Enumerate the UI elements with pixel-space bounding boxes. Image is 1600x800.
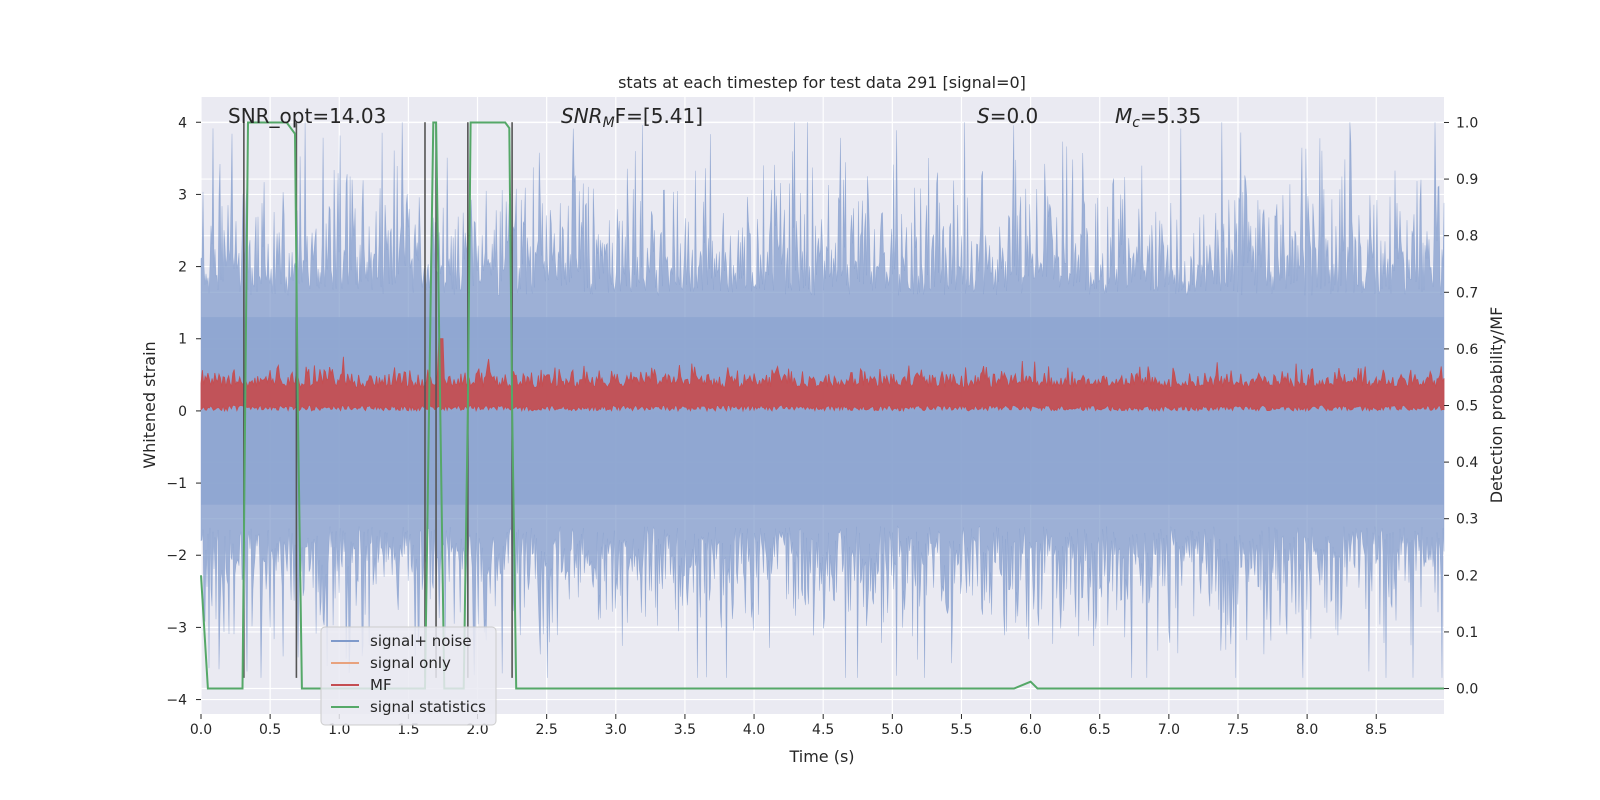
x-tick-label: 6.0 [1019, 722, 1041, 738]
x-tick-label: 0.5 [259, 722, 281, 738]
noise-core [201, 317, 1444, 505]
legend-label-statistics: signal statistics [370, 698, 486, 716]
y-right-tick-label: 0.3 [1456, 512, 1478, 528]
y-right-tick-label: 0.5 [1456, 399, 1478, 415]
x-tick-label: 8.0 [1296, 722, 1318, 738]
x-tick-label: 4.0 [743, 722, 765, 738]
ticks: 0.0 0.5 1.0 1.5 2.0 2.5 3.0 3.5 4.0 4.5 5.0 5.5 6.0 6… [166, 115, 1478, 738]
y-tick-label: −1 [166, 476, 187, 492]
x-tick-label: 3.5 [674, 722, 696, 738]
y-right-tick-label: 1.0 [1456, 115, 1478, 131]
x-tick-label: 5.0 [881, 722, 903, 738]
chart-title: stats at each timestep for test data 291… [618, 73, 1026, 92]
s-value: =0.0 [990, 104, 1039, 128]
x-tick-label: 2.5 [536, 722, 558, 738]
legend: signal+ noise signal only MF signal stat… [320, 626, 497, 726]
snr-mf-symbol: SNR [561, 104, 603, 128]
mc-symbol: M [1115, 104, 1132, 128]
snr-mf-value: F=[5.41] [615, 104, 703, 128]
x-tick-label: 7.0 [1158, 722, 1180, 738]
snr-mf-subscript: M [603, 115, 615, 131]
x-tick-label: 1.0 [328, 722, 350, 738]
y-right-tick-label: 0.0 [1456, 682, 1478, 698]
y-tick-label: 0 [178, 404, 187, 420]
statistics-line [200, 121, 1444, 690]
x-tick-label: 3.0 [605, 722, 627, 738]
y-tick-label: −3 [166, 620, 187, 636]
s-annotation: S=0.0 [977, 104, 1038, 128]
y-right-tick-label: 0.7 [1456, 285, 1478, 301]
y-right-tick-label: 0.4 [1456, 455, 1478, 471]
y-right-tick-label: 0.8 [1456, 229, 1478, 245]
legend-label-mf: MF [370, 676, 392, 694]
x-tick-label: 8.5 [1365, 722, 1387, 738]
y-axis-label: Whitened strain [140, 341, 159, 468]
snr-mf-annotation: SNRMF=[5.41] [561, 104, 703, 131]
x-axis-label: Time (s) [788, 747, 854, 766]
mc-subscript: c [1132, 115, 1140, 131]
y-tick-label: −4 [166, 693, 187, 709]
x-tick-label: 0.0 [190, 722, 212, 738]
x-tick-label: 5.5 [950, 722, 972, 738]
s-symbol: S [977, 104, 990, 128]
y-tick-label: 1 [178, 332, 187, 348]
y-right-tick-label: 0.2 [1456, 568, 1478, 584]
y-tick-label: 4 [178, 115, 187, 131]
y-tick-label: 3 [178, 187, 187, 203]
legend-label-signal-only: signal only [370, 654, 451, 672]
x-tick-label: 1.5 [397, 722, 419, 738]
y-right-axis-label: Detection probability/MF [1487, 307, 1506, 504]
x-tick-label: 7.5 [1227, 722, 1249, 738]
x-tick-label: 2.0 [466, 722, 488, 738]
statistics-series [200, 121, 1444, 690]
snr-opt-annotation: SNR_opt=14.03 [228, 104, 386, 128]
legend-label-noise: signal+ noise [370, 632, 472, 650]
legend-box [320, 626, 497, 726]
y-right-tick-label: 0.9 [1456, 172, 1478, 188]
mc-annotation: Mc=5.35 [1115, 104, 1201, 131]
y-right-tick-label: 0.1 [1456, 625, 1478, 641]
x-tick-label: 4.5 [812, 722, 834, 738]
y-right-tick-label: 0.6 [1456, 342, 1478, 358]
mc-value: =5.35 [1140, 104, 1201, 128]
y-tick-label: 2 [178, 260, 187, 276]
x-tick-label: 6.5 [1089, 722, 1111, 738]
y-tick-label: −2 [166, 548, 187, 564]
